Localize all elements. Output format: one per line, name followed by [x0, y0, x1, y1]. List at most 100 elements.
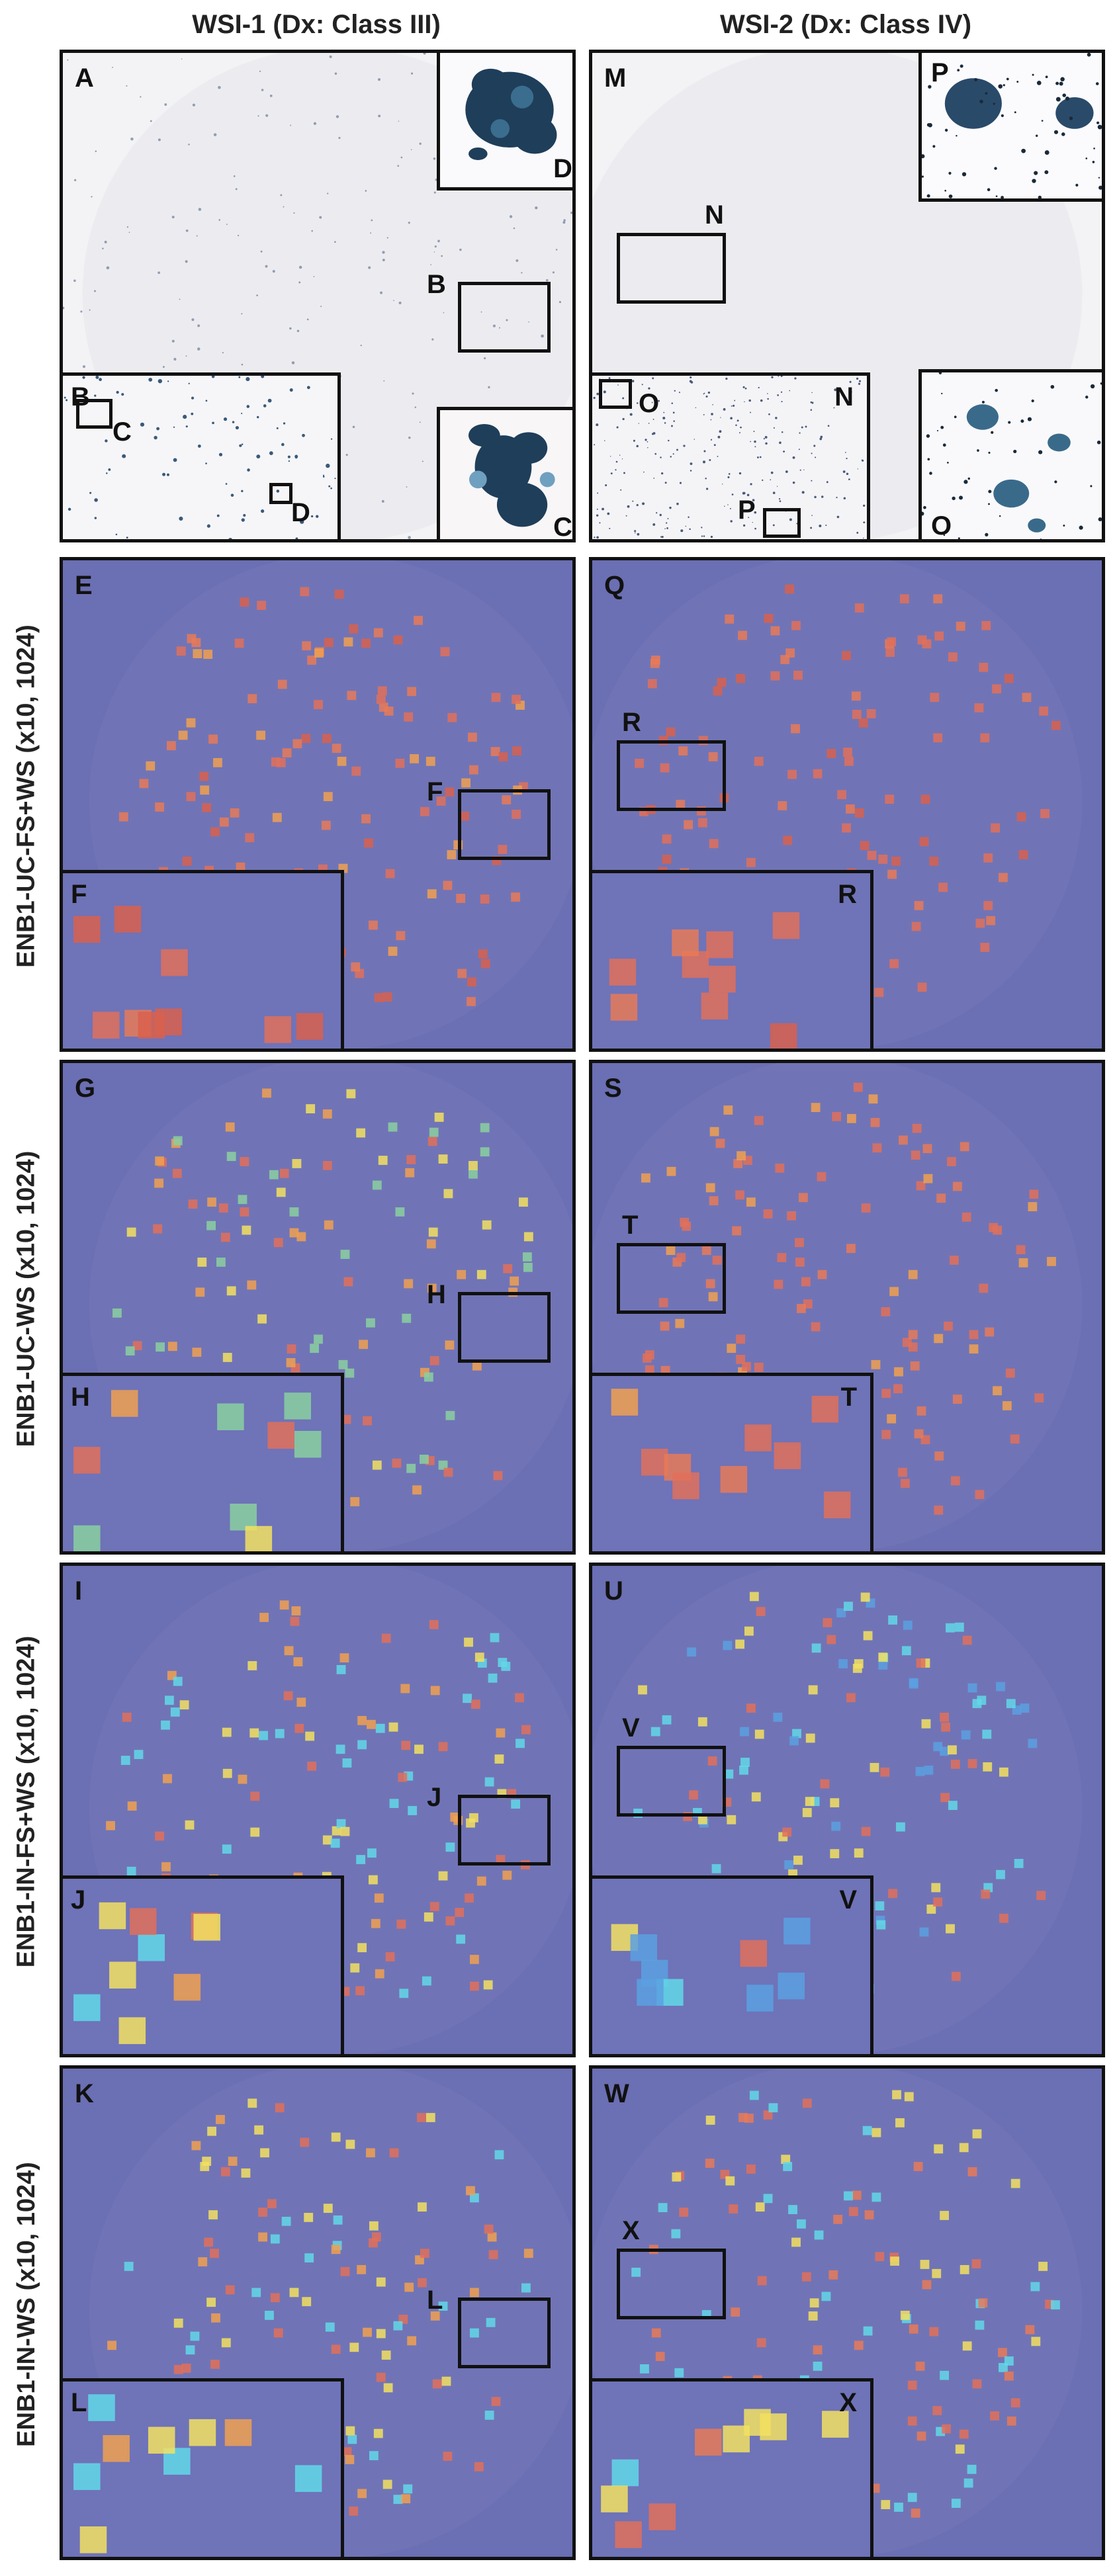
heatmap-tile: [916, 2431, 926, 2441]
heatmap-tile: [787, 1211, 796, 1221]
heatmap-tile: [207, 2126, 216, 2136]
heatmap-tile: [754, 1729, 764, 1739]
heatmap-tile: [933, 1742, 943, 1752]
inset-b-region: B C D: [63, 372, 341, 539]
heatmap-tile: [249, 1728, 259, 1738]
heatmap-tile: [975, 918, 985, 928]
inset-tile: [189, 2419, 216, 2446]
heatmap-tile: [979, 662, 989, 672]
heatmap-tile: [355, 1986, 365, 1996]
heatmap-tile: [1038, 2262, 1048, 2271]
heatmap-tile: [420, 2249, 429, 2258]
heatmap-tile: [996, 1869, 1005, 1879]
heatmap-tile: [192, 1348, 202, 1357]
heatmap-tile: [1031, 2337, 1041, 2346]
heatmap-tile: [854, 1659, 864, 1668]
heatmap-tile: [638, 1685, 647, 1695]
heatmap-tile: [443, 1467, 453, 1477]
heatmap-tile: [161, 1720, 170, 1730]
heatmap-tile: [951, 1971, 961, 1981]
heatmap-tile: [443, 2452, 453, 2461]
heatmap-tile: [1036, 1891, 1046, 1901]
heatmap-tile: [1051, 720, 1061, 730]
heatmap-tile: [960, 2264, 969, 2274]
heatmap-tile: [425, 756, 435, 766]
heatmap-tile: [247, 694, 257, 704]
inset-letter: L: [71, 2388, 87, 2417]
heatmap-tile: [910, 1361, 920, 1371]
heatmap-tile: [172, 1168, 182, 1178]
heatmap-tile: [971, 2259, 981, 2268]
panel-letter: W: [604, 2079, 629, 2108]
inset-tile: [723, 2425, 750, 2453]
heatmap-tile: [438, 1154, 448, 1164]
heatmap-tile: [216, 1258, 226, 1267]
inset-tile: [720, 1466, 748, 1493]
inset-tile: [744, 1424, 772, 1451]
inset-tile: [264, 1016, 292, 1043]
heatmap-tile: [126, 1866, 136, 1876]
heatmap-tile: [687, 1647, 696, 1657]
heatmap-tile: [480, 894, 490, 904]
heatmap-tile: [645, 1365, 654, 1375]
heatmap-panel-row2-left: G H H: [60, 1060, 576, 1555]
heatmap-tile: [275, 2103, 285, 2113]
heatmap-tile: [474, 1653, 484, 1662]
heatmap-tile: [933, 733, 943, 743]
heatmap-tile: [778, 801, 787, 810]
heatmap-tile: [854, 603, 864, 613]
heatmap-tile: [996, 1682, 1005, 1692]
heatmap-tile: [844, 2191, 853, 2201]
heatmap-tile: [404, 712, 414, 722]
heatmap-tile: [823, 1617, 832, 1627]
heatmap-tile: [469, 1160, 478, 1170]
heatmap-tile: [521, 2283, 531, 2293]
heatmap-tile: [242, 1225, 251, 1235]
heatmap-tile: [1025, 2325, 1035, 2335]
heatmap-tile: [470, 2288, 479, 2297]
inset-tile: [114, 906, 142, 933]
heatmap-tile: [846, 804, 855, 814]
heatmap-tile: [404, 1279, 414, 1289]
heatmap-tile: [763, 2110, 773, 2120]
heatmap-tile: [382, 2479, 392, 2489]
heatmap-tile: [909, 1678, 918, 1688]
heatmap-tile: [490, 747, 500, 756]
inset-tile: [73, 1525, 101, 1551]
heatmap-tile: [679, 2208, 689, 2217]
heatmap-tile: [742, 1361, 751, 1371]
heatmap-tile: [376, 2277, 386, 2287]
inset-d-cluster: D: [437, 53, 572, 191]
heatmap-tile: [349, 624, 359, 634]
heatmap-tile: [929, 2327, 939, 2337]
heatmap-tile: [420, 1454, 429, 1464]
heatmap-tile: [405, 1168, 415, 1178]
heatmap-tile: [382, 992, 392, 1002]
heatmap-tile: [322, 1835, 332, 1845]
heatmap-tile: [736, 673, 745, 683]
heatmap-tile: [170, 1707, 180, 1717]
zoom-inset: H: [63, 1373, 344, 1551]
heatmap-tile: [155, 1156, 165, 1166]
heatmap-tile: [496, 1855, 506, 1864]
heatmap-tile: [902, 1338, 912, 1348]
heatmap-tile: [483, 1980, 493, 1990]
inset-o-cells: O: [918, 369, 1102, 539]
heatmap-tile: [749, 1592, 759, 1602]
heatmap-tile: [701, 1246, 711, 1256]
heatmap-tile: [335, 1744, 345, 1754]
heatmap-tile: [717, 677, 727, 687]
heatmap-tile: [306, 1104, 316, 1113]
heatmap-tile: [219, 817, 229, 827]
heatmap-tile: [357, 1740, 367, 1750]
heatmap-tile: [867, 851, 877, 860]
heatmap-tile: [746, 857, 756, 867]
heatmap-tile: [438, 1742, 448, 1752]
heatmap-tile: [510, 1276, 519, 1286]
heatmap-tile: [228, 2157, 238, 2167]
heatmap-tile: [385, 1952, 395, 1961]
heatmap-tile: [981, 621, 991, 630]
heatmap-tile: [176, 646, 186, 656]
heatmap-tile: [127, 1801, 137, 1811]
heatmap-tile: [680, 1217, 690, 1227]
